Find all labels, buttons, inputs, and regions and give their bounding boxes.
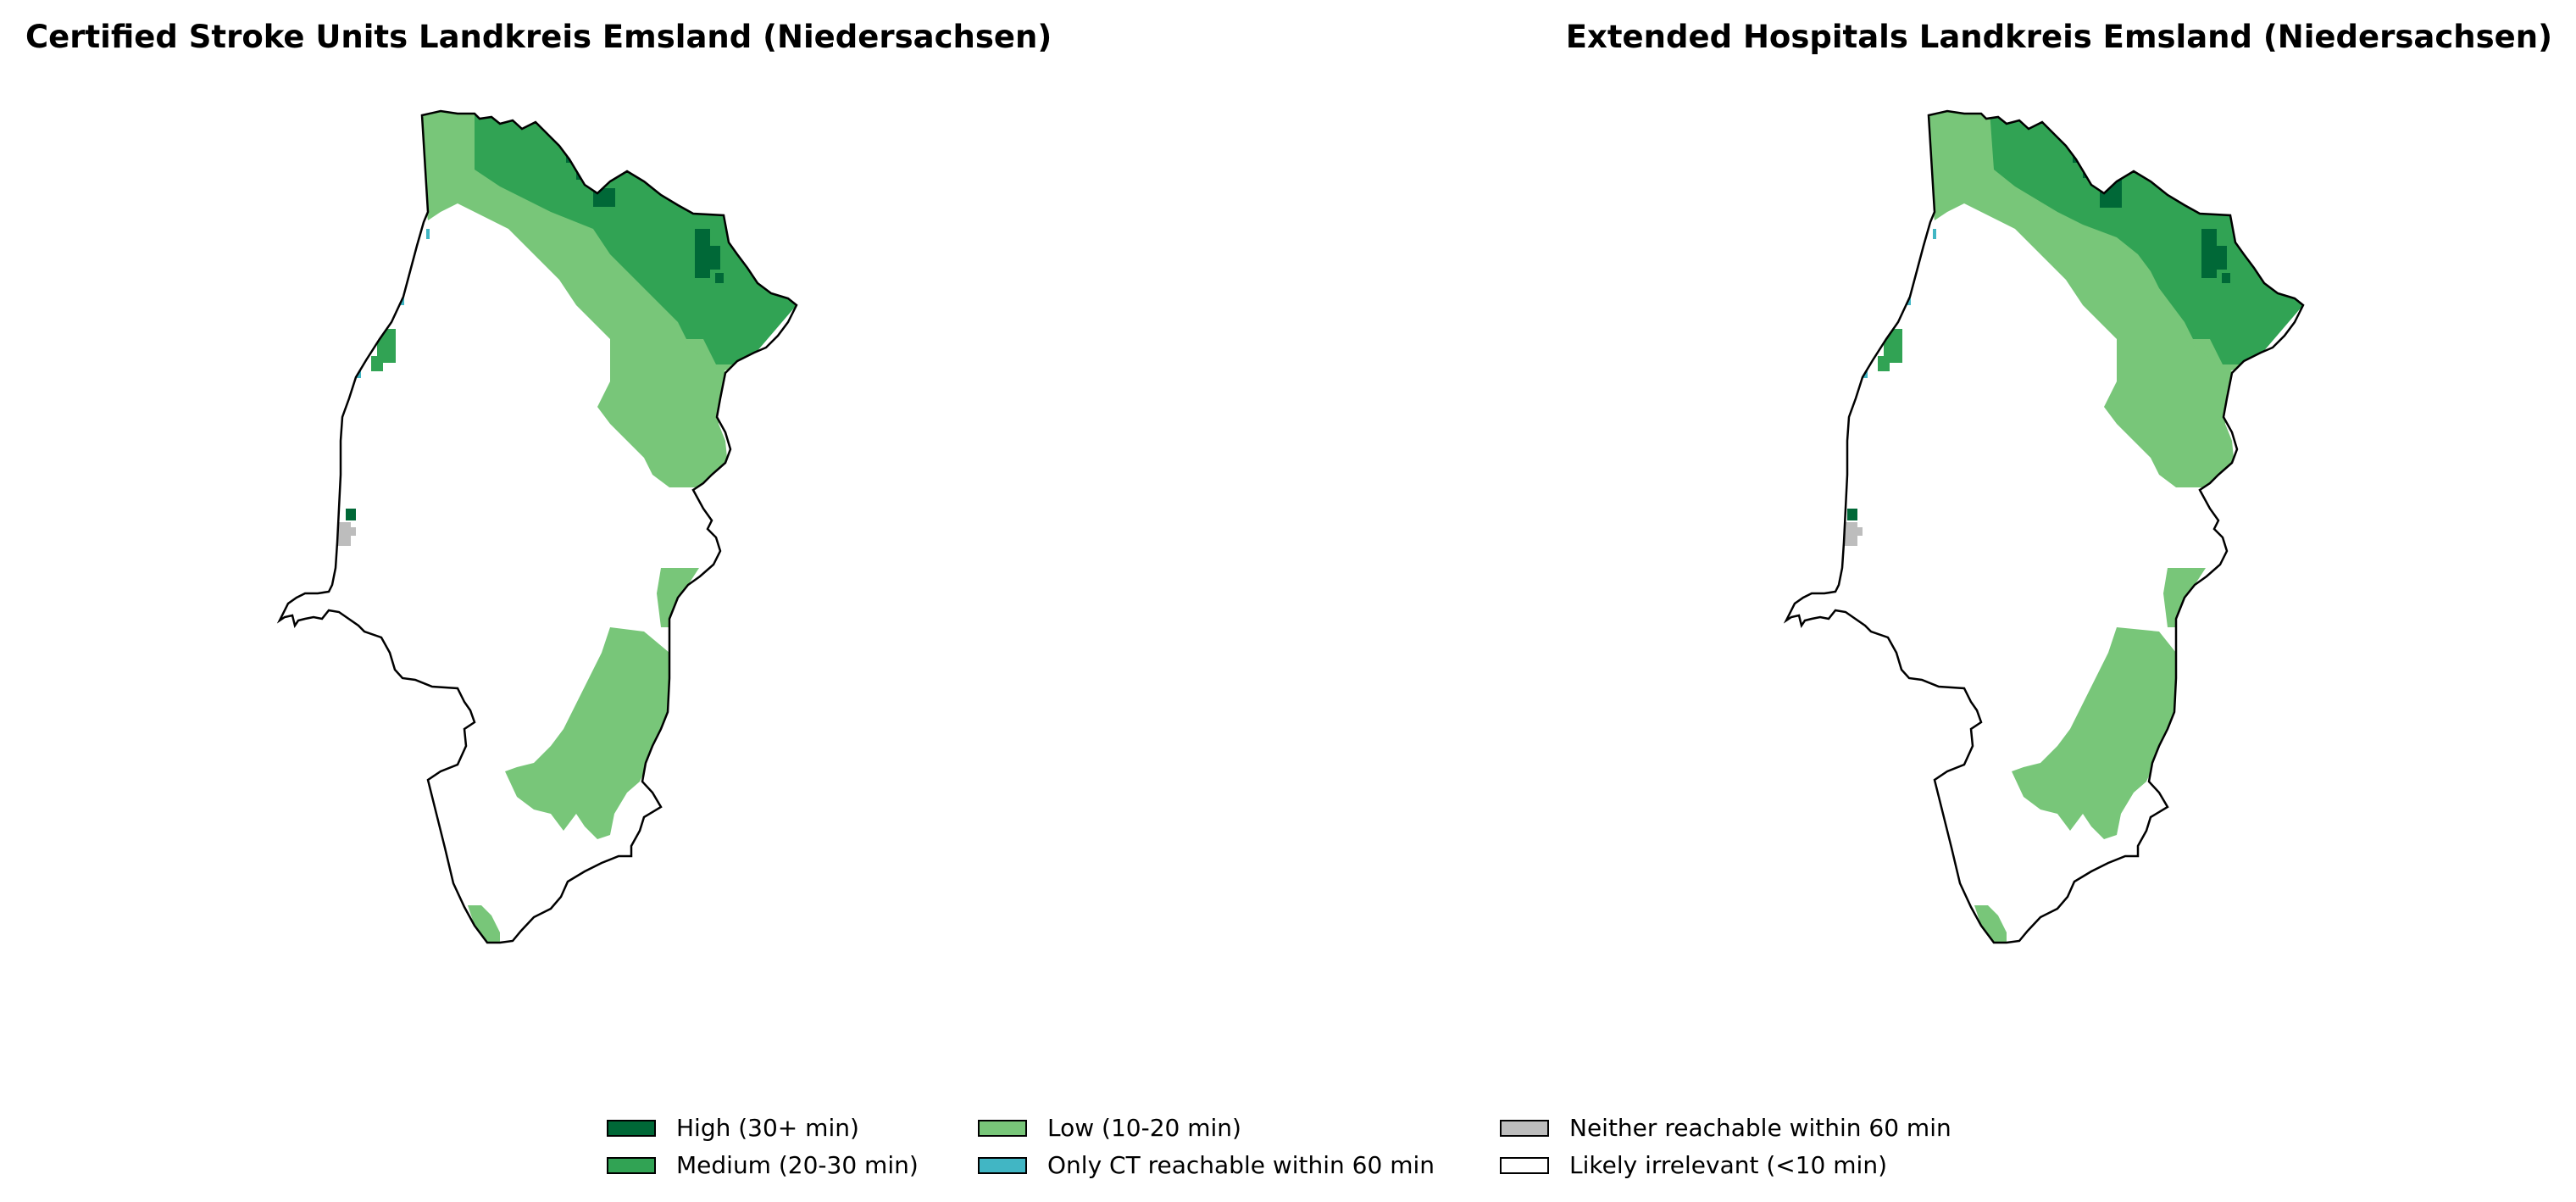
legend-swatch [1500,1156,1549,1174]
legend-item-neither: Neither reachable within 60 min [1500,1114,1951,1142]
legend-label: Low (10-20 min) [1047,1114,1241,1142]
legend-swatch [607,1119,656,1137]
legend-swatch [978,1119,1027,1137]
legend-item-only-ct: Only CT reachable within 60 min [978,1151,1435,1179]
map-left [278,109,798,944]
legend-item-irrelevant: Likely irrelevant (<10 min) [1500,1151,1887,1179]
legend-item-low: Low (10-20 min) [978,1114,1241,1142]
legend: High (30+ min) Medium (20-30 min) Low (1… [607,1114,1996,1190]
legend-label: Neither reachable within 60 min [1569,1114,1951,1142]
legend-swatch [1500,1119,1549,1137]
legend-swatch [978,1156,1027,1174]
map-right [1785,109,2305,944]
legend-swatch [607,1156,656,1174]
legend-label: Medium (20-30 min) [676,1151,919,1179]
legend-label: Likely irrelevant (<10 min) [1569,1151,1887,1179]
legend-item-medium: Medium (20-30 min) [607,1151,919,1179]
legend-label: High (30+ min) [676,1114,859,1142]
legend-label: Only CT reachable within 60 min [1047,1151,1435,1179]
panel-title-left: Certified Stroke Units Landkreis Emsland… [25,19,1052,55]
legend-item-high: High (30+ min) [607,1114,859,1142]
panel-title-right: Extended Hospitals Landkreis Emsland (Ni… [1565,19,2552,55]
